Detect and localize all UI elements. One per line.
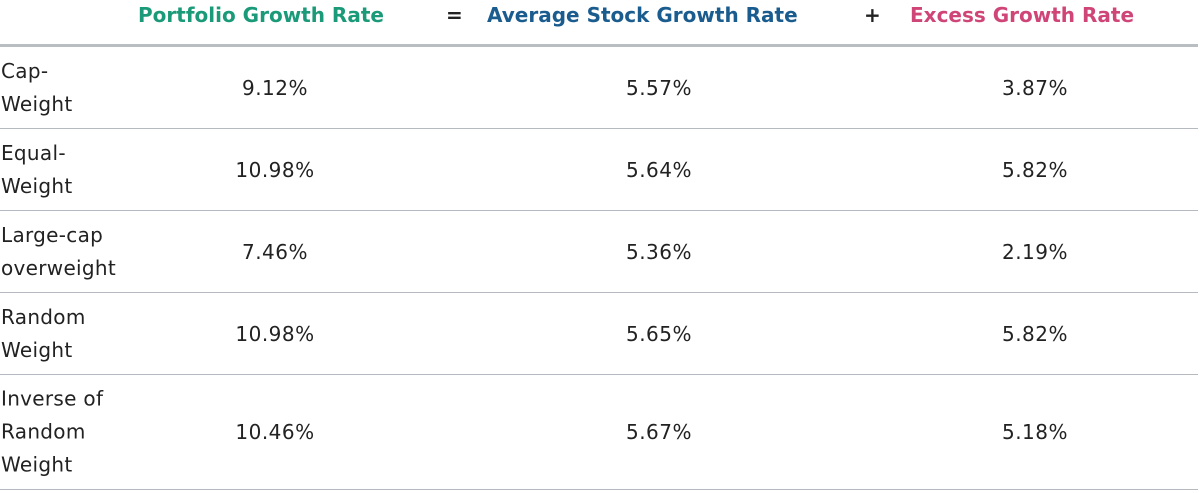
excess-growth-value: 5.82%	[1001, 157, 1069, 182]
table-row: Large-cap overweight 7.46% 5.36% 2.19%	[0, 211, 1198, 293]
average-growth-value: 5.65%	[625, 321, 693, 346]
excess-growth-value: 3.87%	[1001, 75, 1069, 100]
portfolio-growth-rate-header: Portfolio Growth Rate	[138, 3, 384, 27]
header-divider	[0, 44, 1198, 47]
row-label: Equal- Weight	[1, 137, 129, 203]
row-label-line: Weight	[1, 337, 73, 362]
excess-growth-value: 2.19%	[1001, 239, 1069, 264]
row-label-line: Equal-	[1, 140, 66, 165]
excess-growth-rate-header: Excess Growth Rate	[910, 3, 1135, 27]
table-row: Random Weight 10.98% 5.65% 5.82%	[0, 293, 1198, 375]
average-growth-value: 5.67%	[625, 420, 693, 444]
row-label: Large-cap overweight	[1, 219, 129, 285]
portfolio-growth-value: 10.46%	[235, 420, 315, 444]
row-label-line: Random	[1, 304, 86, 329]
table-row: Equal- Weight 10.98% 5.64% 5.82%	[0, 129, 1198, 211]
row-label-line: Weight	[1, 91, 73, 116]
row-label-line: Inverse of	[1, 386, 104, 411]
row-label-line: Cap-	[1, 58, 49, 83]
row-label-line: Weight	[1, 173, 73, 198]
excess-growth-value: 5.82%	[1001, 321, 1069, 346]
row-label: Cap- Weight	[1, 55, 129, 121]
average-stock-growth-rate-header: Average Stock Growth Rate	[487, 3, 798, 27]
excess-growth-value: 5.18%	[1001, 420, 1069, 444]
row-label: Inverse of Random Weight	[1, 383, 129, 482]
growth-rate-table: Cap- Weight 9.12% 5.57% 3.87% Equal- Wei…	[0, 47, 1198, 490]
table-header: Portfolio Growth Rate = Average Stock Gr…	[0, 0, 1200, 44]
average-growth-value: 5.64%	[625, 157, 693, 182]
average-growth-value: 5.36%	[625, 239, 693, 264]
row-label-line: Random	[1, 419, 86, 444]
equals-sign: =	[446, 3, 463, 27]
plus-sign: +	[864, 3, 881, 27]
row-label-line: overweight	[1, 255, 117, 280]
portfolio-growth-value: 10.98%	[235, 321, 315, 346]
portfolio-growth-value: 9.12%	[241, 75, 309, 100]
portfolio-growth-value: 7.46%	[241, 239, 309, 264]
row-label: Random Weight	[1, 301, 129, 367]
average-growth-value: 5.57%	[625, 75, 693, 100]
table-row: Cap- Weight 9.12% 5.57% 3.87%	[0, 47, 1198, 129]
portfolio-growth-value: 10.98%	[235, 157, 315, 182]
row-label-line: Large-cap	[1, 222, 104, 247]
table-row: Inverse of Random Weight 10.46% 5.67% 5.…	[0, 375, 1198, 490]
row-label-line: Weight	[1, 452, 73, 477]
